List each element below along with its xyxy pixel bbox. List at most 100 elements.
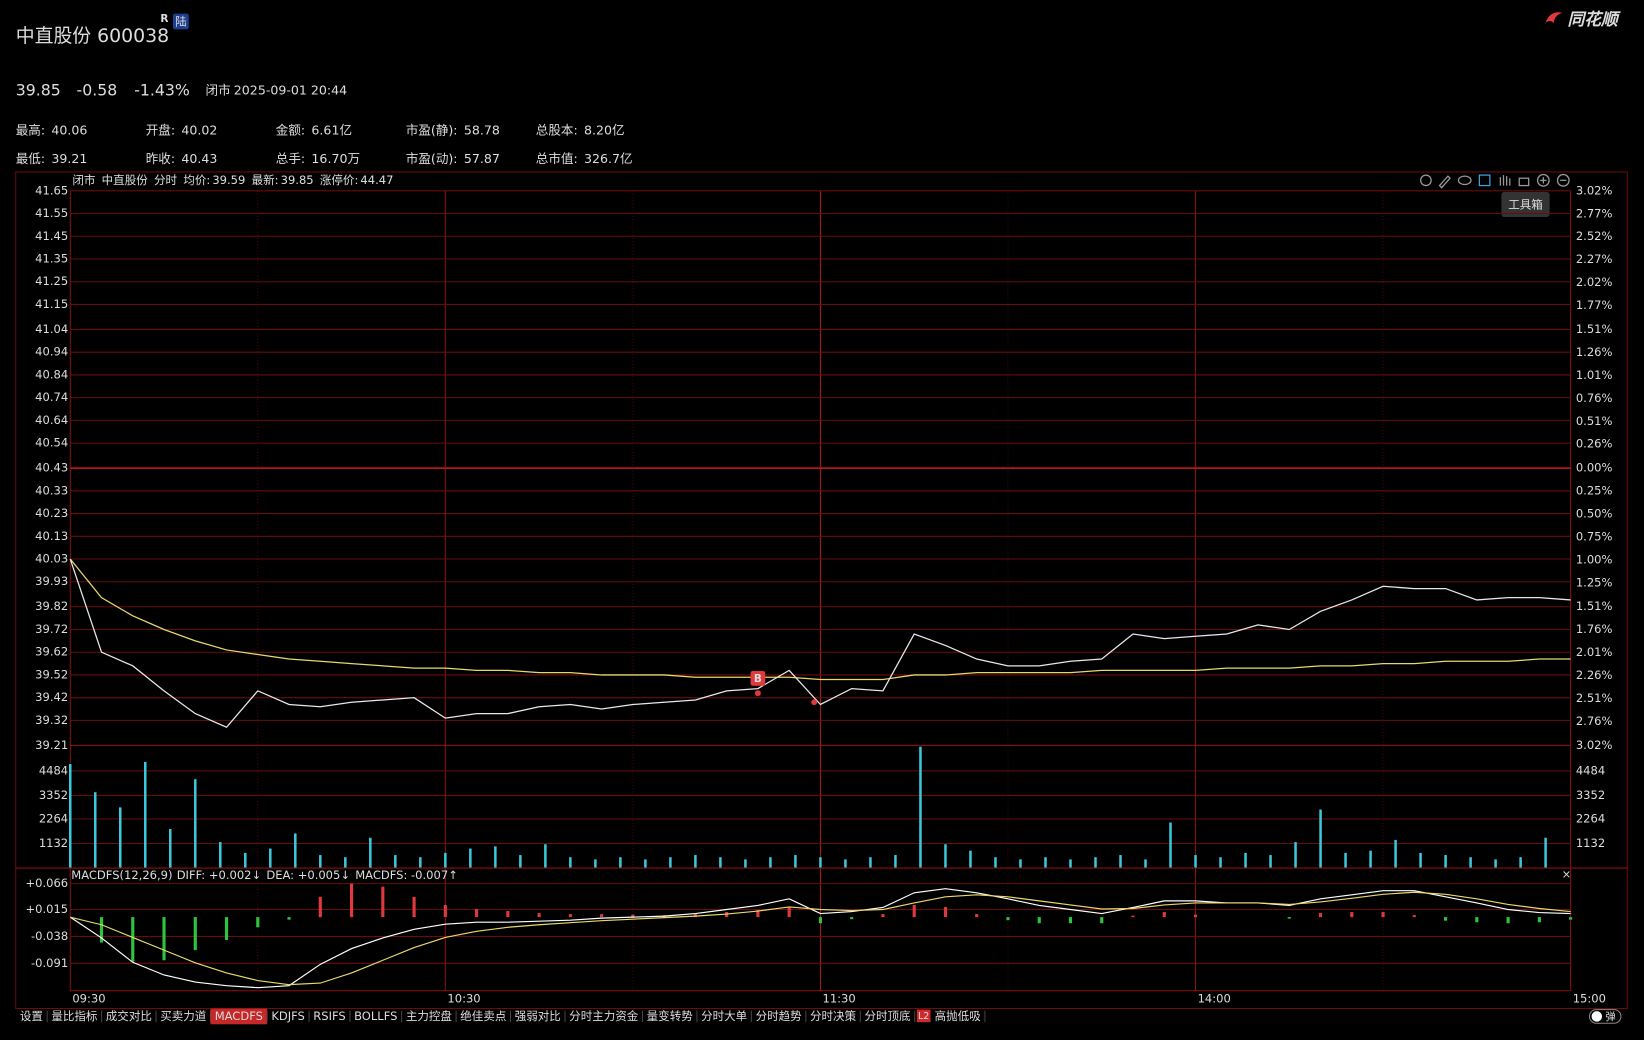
macd-bar <box>99 917 104 943</box>
tab[interactable]: 主力控盘 <box>402 1009 456 1025</box>
tab[interactable]: KDJFS <box>267 1009 309 1025</box>
tab[interactable]: 分时顶底 <box>860 1009 914 1025</box>
logo-icon <box>1545 12 1563 24</box>
y-tick-label: 40.84 <box>35 367 68 381</box>
tab-bg <box>210 1008 268 1025</box>
y-tick-label: 40.23 <box>35 506 68 520</box>
macd-bar <box>912 904 916 918</box>
macd-bar <box>881 914 885 918</box>
volume-bar <box>594 859 597 869</box>
macd-legend: DEA: +0.005↓ <box>266 868 350 882</box>
tool-zoom-in-plus <box>1540 177 1547 184</box>
toggle-label[interactable]: 弹 <box>1605 1010 1616 1023</box>
tab[interactable]: 量比指标 <box>47 1009 101 1025</box>
tab[interactable]: BOLLFS <box>350 1009 402 1025</box>
x-tick-label: 14:00 <box>1198 992 1231 1006</box>
y-tick-label: 40.43 <box>35 461 68 475</box>
macd-tick-label: -0.091 <box>31 956 68 970</box>
y2-tick-label: 1.77% <box>1576 298 1613 312</box>
volume-bar <box>544 844 547 869</box>
volume-tick-label-right: 1132 <box>1576 836 1605 850</box>
tab[interactable]: L2 高抛低吸 <box>915 1009 985 1025</box>
macd-bar <box>131 917 135 962</box>
tab[interactable]: 分时决策 <box>806 1009 860 1025</box>
y-tick-label: 39.21 <box>35 738 68 752</box>
tool-settings[interactable] <box>1420 174 1432 187</box>
tab[interactable]: 量变转势 <box>642 1009 696 1025</box>
tab-label: MACDFS <box>215 1009 263 1023</box>
tab-label: RSIFS <box>313 1009 345 1023</box>
tab[interactable]: 分时大单 <box>697 1009 751 1025</box>
macd-bar <box>1193 914 1198 918</box>
macd-bar <box>1350 912 1354 918</box>
y-tick-label: 40.64 <box>35 413 68 427</box>
tab[interactable]: 绝佳卖点 <box>456 1009 510 1025</box>
volume-bar <box>494 846 497 869</box>
tool-draw[interactable] <box>1438 175 1451 189</box>
stat-value: 6.61亿 <box>311 123 352 138</box>
y-tick-label: 41.65 <box>35 183 68 197</box>
volume-tick-label-right: 3352 <box>1576 788 1605 802</box>
tab-badge-box <box>916 1009 931 1023</box>
y-tick-label: 39.52 <box>35 667 68 681</box>
volume-bar <box>719 857 722 869</box>
macd-close[interactable]: × <box>1562 867 1572 881</box>
tool-hand[interactable] <box>1499 175 1511 186</box>
y2-tick-label: 0.50% <box>1576 507 1613 521</box>
volume-bar <box>1269 855 1272 869</box>
tab[interactable]: 分时主力资金 <box>565 1009 642 1025</box>
y2-tick-label: 2.76% <box>1576 714 1613 728</box>
y2-tick-label: 2.02% <box>1576 275 1613 289</box>
macd-bar <box>349 883 354 918</box>
stat-label: 总市值: <box>536 151 578 166</box>
y-tick-label: 40.74 <box>35 390 68 404</box>
tab[interactable]: 成交对比 <box>102 1009 156 1025</box>
logo[interactable]: 同花顺 <box>1567 9 1621 29</box>
volume-bar <box>994 857 997 869</box>
tab[interactable]: 买卖力道 <box>156 1009 210 1025</box>
tool-eye[interactable] <box>1457 175 1472 186</box>
tool-lock[interactable] <box>1518 177 1530 187</box>
tab[interactable]: 设置 <box>16 1009 47 1025</box>
y2-tick-label: 1.25% <box>1576 575 1613 589</box>
tab-label: 成交对比 <box>106 1009 152 1023</box>
macd-bar <box>818 917 822 924</box>
y2-tick-label: 1.00% <box>1576 552 1613 566</box>
y2-tick-label: 2.26% <box>1576 668 1613 682</box>
volume-bar <box>894 855 897 869</box>
macd-tick-label: +0.015 <box>26 902 69 916</box>
volume-tick-label: 1132 <box>39 836 68 850</box>
macd-legend: DIFF: +0.002↓ <box>177 868 261 882</box>
badge-box <box>172 13 189 30</box>
x-tick-label: 11:30 <box>823 992 856 1006</box>
tab-label: 分时顶底 <box>864 1009 911 1023</box>
tab[interactable]: 强弱对比 <box>511 1009 565 1025</box>
tab[interactable]: MACDFS <box>210 1008 268 1025</box>
stat-label: 市盈(动): <box>406 151 458 166</box>
macd-bar <box>850 917 854 920</box>
volume-bar <box>644 859 647 869</box>
volume-bar <box>1119 855 1122 869</box>
macd-bar <box>443 904 447 918</box>
tool-zoom-in[interactable] <box>1536 173 1550 187</box>
tool-zoom-out[interactable] <box>1556 173 1570 187</box>
macd-tick-label: -0.038 <box>31 929 68 943</box>
info-value: 39.59 <box>212 173 245 187</box>
volume-bar <box>1019 859 1022 869</box>
macd-bar <box>224 917 229 940</box>
x-tick-label: 15:00 <box>1573 992 1606 1006</box>
change: -0.58 <box>77 81 118 100</box>
y-tick-label: 39.42 <box>35 690 68 704</box>
info-value: 39.85 <box>281 173 314 187</box>
macd-bar <box>1006 917 1010 921</box>
macd-bar <box>287 917 291 920</box>
tab[interactable]: RSIFS <box>309 1009 350 1025</box>
volume-tick-label-right: 4484 <box>1576 763 1605 777</box>
tool-box[interactable] <box>1478 174 1491 187</box>
volume-bar <box>219 842 222 869</box>
tab[interactable]: 分时趋势 <box>751 1009 805 1025</box>
info-label: 均价: <box>183 173 210 187</box>
price-line <box>69 558 1571 728</box>
y2-tick-label: 3.02% <box>1576 183 1613 197</box>
macd-bar <box>318 896 322 918</box>
